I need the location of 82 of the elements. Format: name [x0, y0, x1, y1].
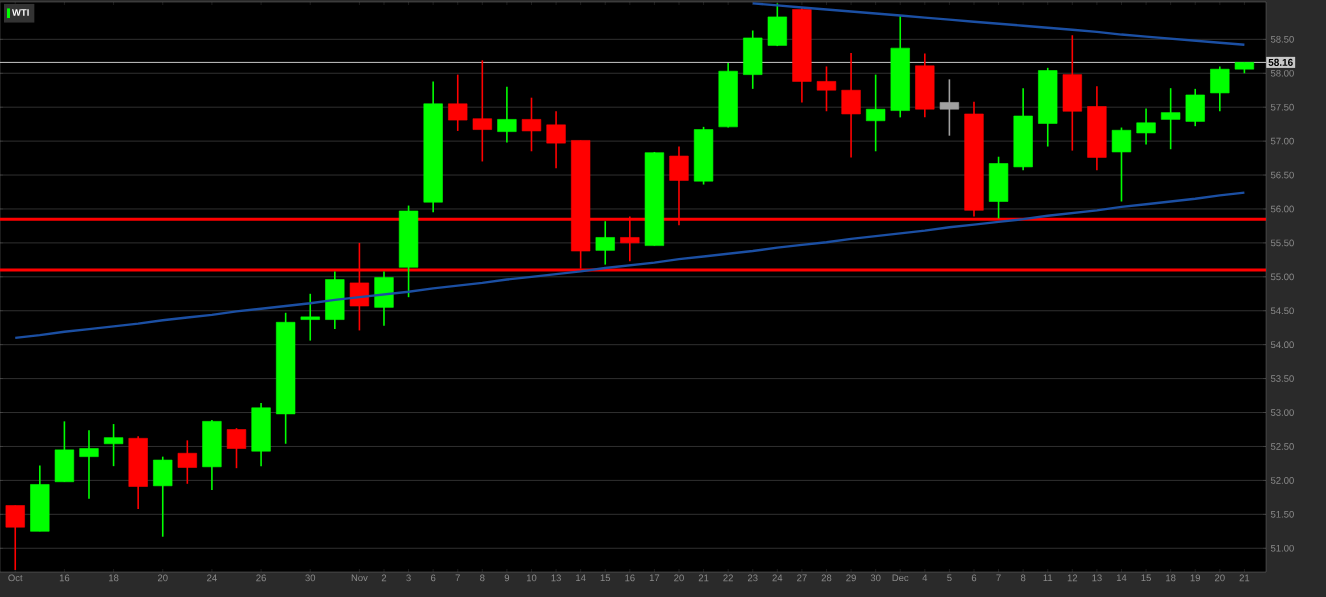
candlestick	[472, 59, 492, 163]
x-tick-label: 23	[747, 574, 758, 582]
x-tick-label: 13	[551, 574, 561, 582]
x-tick-label: 21	[698, 574, 709, 582]
candlestick	[841, 52, 861, 159]
y-tick-label: 52.50	[1270, 443, 1294, 450]
x-tick-label: 13	[1092, 574, 1102, 582]
y-tick-label: 57.00	[1270, 137, 1294, 145]
y-tick-label: 54.00	[1270, 341, 1294, 349]
x-tick-label: 24	[772, 574, 783, 582]
candlestick	[816, 65, 837, 113]
x-tick-label: 2	[381, 574, 387, 582]
x-tick-label: 16	[625, 574, 635, 582]
candlestick	[1210, 65, 1230, 113]
candlestick	[595, 220, 615, 266]
candlestick	[1136, 107, 1156, 146]
x-tick-label: 21	[1239, 574, 1250, 582]
x-tick-label: Dec	[892, 574, 909, 582]
candlestick	[866, 73, 886, 153]
candlestick	[521, 96, 542, 153]
y-tick-label: 57.50	[1270, 103, 1294, 111]
x-tick-label: 8	[480, 574, 485, 582]
candlestick	[226, 427, 247, 469]
x-tick-label: 6	[971, 574, 977, 582]
x-tick-label: Nov	[351, 574, 368, 582]
x-tick-label: 11	[1043, 574, 1053, 582]
x-tick-label: 20	[674, 574, 684, 582]
y-tick-label: 56.50	[1270, 171, 1294, 179]
y-tick-label: 58.50	[1270, 35, 1294, 43]
ref-line-label: 58.16	[1268, 58, 1293, 66]
x-tick-label: 3	[406, 574, 411, 582]
candlestick	[939, 78, 960, 137]
x-tick-label: 30	[305, 574, 316, 582]
y-tick-label: 55.50	[1270, 239, 1294, 247]
y-tick-label: 52.00	[1270, 477, 1294, 484]
x-tick-label: 14	[576, 574, 586, 582]
candlestick	[448, 73, 468, 132]
y-tick-label: 58.00	[1270, 69, 1294, 77]
candlestick	[1111, 126, 1132, 203]
x-tick-label: 14	[1116, 574, 1127, 582]
x-tick-label: 18	[1166, 574, 1176, 582]
candlestick	[546, 110, 566, 170]
candlestick	[1161, 87, 1181, 151]
y-tick-label: 55.00	[1270, 273, 1294, 281]
candlestick	[177, 439, 197, 485]
legend-label: WTI	[12, 9, 29, 16]
y-tick-label: 51.00	[1270, 544, 1294, 552]
candlestick	[103, 423, 124, 467]
candlestick	[300, 292, 320, 342]
y-tick-label: 53.00	[1270, 409, 1294, 416]
x-tick-label: 8	[1020, 574, 1026, 582]
y-tick-label: 51.50	[1270, 510, 1294, 518]
candlestick	[5, 504, 25, 571]
x-tick-label: 18	[109, 574, 119, 582]
candlestick	[79, 429, 99, 500]
x-tick-label: 15	[600, 574, 611, 582]
x-tick-label: 27	[797, 574, 807, 582]
x-tick-label: 12	[1067, 574, 1078, 582]
x-tick-label: 19	[1190, 574, 1201, 582]
x-tick-label: 5	[947, 574, 952, 582]
candlestick	[497, 86, 517, 144]
x-tick-label: 6	[431, 574, 436, 582]
x-tick-label: 30	[870, 574, 881, 582]
x-tick-label: 22	[723, 574, 733, 582]
x-tick-label: 15	[1141, 574, 1151, 582]
x-tick-label: 9	[504, 574, 510, 582]
x-tick-label: 10	[526, 574, 537, 582]
x-tick-label: 16	[59, 574, 70, 582]
x-tick-label: 26	[256, 574, 266, 582]
x-tick-label: 28	[821, 574, 832, 582]
x-tick-label: 29	[846, 574, 856, 582]
y-tick-label: 53.50	[1270, 375, 1294, 382]
x-tick-label: Oct	[8, 574, 23, 582]
x-tick-label: 24	[207, 574, 217, 582]
x-tick-label: 7	[455, 574, 460, 582]
x-tick-label: 20	[157, 574, 168, 582]
x-tick-label: 4	[922, 574, 928, 582]
x-tick-label: 17	[649, 574, 660, 582]
x-tick-label: 7	[996, 574, 1001, 582]
y-tick-label: 56.00	[1270, 205, 1294, 213]
y-tick-label: 54.50	[1270, 307, 1294, 315]
x-tick-label: 20	[1215, 574, 1225, 582]
